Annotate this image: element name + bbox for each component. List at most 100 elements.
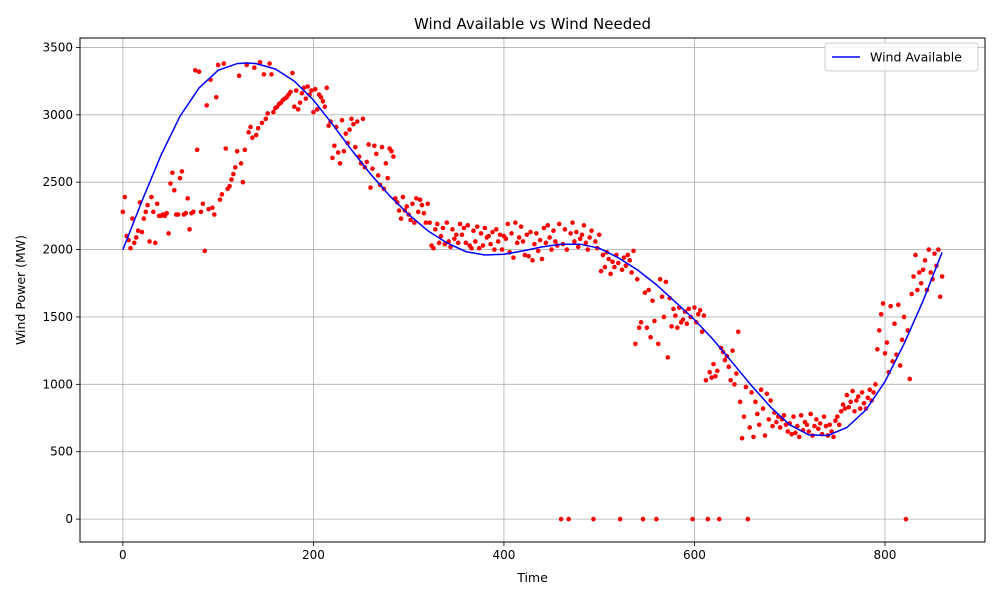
scatter-point <box>579 232 585 238</box>
scatter-point <box>755 411 760 417</box>
scatter-point <box>170 170 175 176</box>
scatter-point <box>210 205 215 211</box>
scatter-point <box>246 130 251 135</box>
scatter-point <box>534 231 539 236</box>
scatter-point <box>183 210 189 216</box>
scatter-point <box>551 228 556 234</box>
scatter-point <box>707 369 712 375</box>
y-tick-label: 3000 <box>42 108 73 122</box>
scatter-point <box>726 364 732 370</box>
scatter-point <box>669 324 674 329</box>
scatter-point <box>913 252 918 258</box>
scatter-point <box>556 221 562 227</box>
scatter-point <box>633 341 638 347</box>
legend-label-wind-available: Wind Available <box>870 50 962 65</box>
scatter-point <box>438 233 444 239</box>
scatter-point <box>737 399 743 405</box>
scatter-point <box>896 302 901 308</box>
scatter-point <box>549 247 554 252</box>
scatter-point <box>141 216 147 221</box>
scatter-point <box>732 382 737 387</box>
scatter-point <box>408 217 413 223</box>
scatter-point <box>490 229 495 235</box>
scatter-point <box>522 252 528 258</box>
scatter-point <box>396 208 402 213</box>
scatter-point <box>547 235 552 240</box>
scatter-point <box>132 240 137 246</box>
scatter-point <box>652 318 657 324</box>
scatter-point <box>461 225 467 231</box>
scatter-point <box>149 194 154 200</box>
scatter-point <box>248 124 253 130</box>
scatter-point <box>821 414 827 419</box>
scatter-point <box>514 240 520 246</box>
scatter-point <box>372 143 377 149</box>
scatter-point <box>692 305 697 310</box>
scatter-point <box>625 252 631 258</box>
scatter-point <box>711 361 716 367</box>
grid-lines <box>80 38 985 542</box>
scatter-point <box>659 294 665 300</box>
scatter-point <box>164 210 169 216</box>
scatter-point <box>364 159 370 165</box>
scatter-point <box>293 88 299 93</box>
scatter-point <box>421 210 427 216</box>
scatter-point <box>133 235 139 240</box>
scatter-point <box>528 229 533 235</box>
scatter-point <box>574 229 579 235</box>
scatter-point <box>713 373 718 379</box>
scatter-point <box>823 423 829 429</box>
scatter-point <box>701 313 707 318</box>
scatter-point <box>215 62 221 68</box>
scatter-point <box>936 247 941 252</box>
scatter-point <box>343 131 349 136</box>
scatter-point <box>198 209 204 215</box>
scatter-point <box>764 391 770 397</box>
scatter-point <box>836 422 842 428</box>
scatter-point <box>450 227 455 232</box>
scatter-point <box>427 220 432 225</box>
scatter-point <box>379 144 385 150</box>
scatter-point <box>680 317 686 322</box>
scatter-point <box>366 142 371 147</box>
scatter-point <box>212 212 217 217</box>
scatter-point <box>796 434 802 440</box>
scatter-point <box>812 423 817 429</box>
scatter-point <box>480 243 486 248</box>
scatter-point <box>526 254 531 259</box>
scatter-point <box>650 298 655 304</box>
scatter-point <box>455 240 461 246</box>
scatter-point <box>661 314 667 320</box>
scatter-point <box>413 196 419 201</box>
wind-available-line <box>122 62 943 437</box>
scatter-point <box>663 279 669 285</box>
scatter-point <box>684 321 690 326</box>
scatter-point <box>644 325 650 331</box>
scatter-point <box>791 414 796 419</box>
scatter-point <box>326 123 331 128</box>
scatter-point <box>505 221 511 227</box>
scatter-point <box>766 417 772 422</box>
scatter-point <box>735 329 741 335</box>
scatter-point <box>240 179 246 185</box>
scatter-point <box>128 245 133 251</box>
scatter-point <box>539 256 545 262</box>
scatter-point <box>916 270 922 275</box>
scatter-point <box>880 301 886 306</box>
scatter-point <box>154 201 160 207</box>
scatter-point <box>619 267 625 273</box>
scatter-point <box>610 259 615 265</box>
scatter-point <box>638 320 644 325</box>
scatter-point <box>482 225 488 231</box>
scatter-point <box>675 325 680 331</box>
scatter-point <box>743 384 749 390</box>
scatter-point <box>185 196 190 201</box>
scatter-point <box>503 236 509 242</box>
scatter-point <box>627 258 632 263</box>
scatter-point <box>703 377 709 383</box>
scatter-point <box>665 355 671 360</box>
scatter-point <box>499 247 505 252</box>
scatter-point <box>564 247 570 252</box>
scatter-point <box>299 90 305 96</box>
scatter-point <box>762 433 768 438</box>
